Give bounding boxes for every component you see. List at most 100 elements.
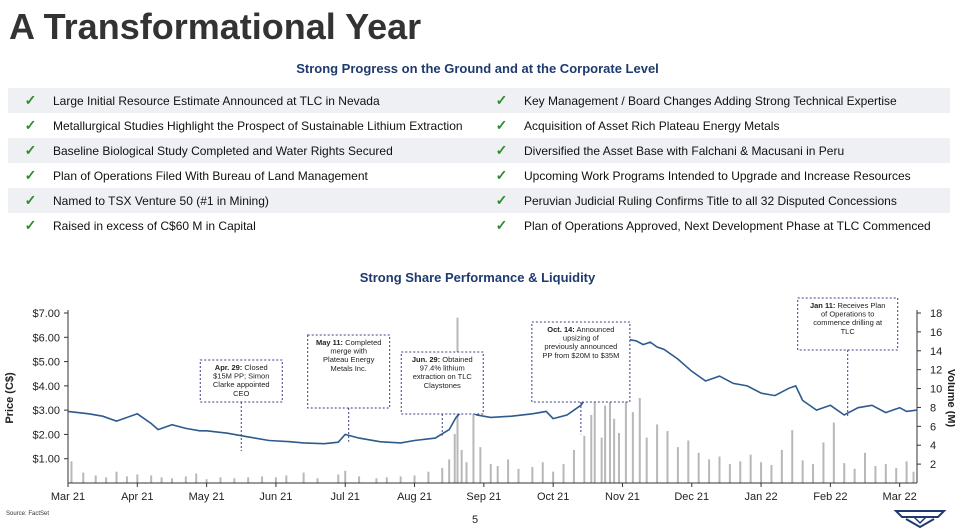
- annotation-line: merge with: [330, 347, 367, 356]
- y-right-axis-title: Volume (M): [945, 369, 955, 428]
- y-tick-label: $2.00: [32, 429, 60, 441]
- x-tick-label: Aug 21: [397, 491, 432, 503]
- volume-bar: [843, 463, 846, 483]
- x-tick-label: Mar 21: [51, 491, 85, 503]
- volume-bar: [233, 478, 236, 483]
- checkmark-icon: ✓: [495, 142, 508, 158]
- annotation-line: 97.4% lithium: [420, 364, 465, 373]
- volume-bar: [624, 384, 627, 483]
- volume-bar: [895, 467, 898, 483]
- volume-bar: [749, 454, 752, 483]
- volume-bar: [105, 477, 108, 483]
- annotation-text: Apr. 29: Closed $15M PP; Simon Clarke appo…: [213, 363, 270, 398]
- progress-row: ✓ Named to TSX Venture 50 (#1 in Mining) …: [8, 188, 950, 213]
- page-title: A Transformational Year: [9, 6, 422, 47]
- volume-bar: [613, 418, 616, 483]
- volume-bar: [905, 461, 908, 483]
- volume-bar: [125, 476, 128, 483]
- volume-bar: [247, 477, 250, 483]
- progress-item: Acquisition of Asset Rich Plateau Energy…: [524, 118, 780, 133]
- y-axis-title: Price (C$): [4, 372, 16, 424]
- volume-bar: [115, 471, 118, 483]
- volume-bar: [337, 474, 340, 483]
- volume-bar: [600, 437, 603, 483]
- y-right-tick-label: 12: [930, 365, 942, 377]
- y-right-tick-label: 4: [930, 440, 936, 452]
- annotation-date: May 11:: [316, 338, 343, 347]
- x-tick-label: Nov 21: [605, 491, 640, 503]
- volume-bar: [517, 468, 520, 483]
- x-tick-label: Jan 22: [745, 491, 778, 503]
- volume-bar: [496, 466, 499, 483]
- volume-bar: [593, 374, 596, 483]
- volume-bar: [70, 461, 73, 483]
- progress-item: Plan of Operations Approved, Next Develo…: [524, 218, 931, 233]
- price-line: [67, 338, 918, 445]
- annotation-text: Oct. 14: Announced upsizing of previously …: [542, 325, 619, 360]
- volume-bar: [399, 476, 402, 483]
- y-tick-label: $5.00: [32, 357, 60, 369]
- annotation-line: Plateau Energy: [323, 355, 375, 364]
- progress-row: ✓ Plan of Operations Filed With Bureau of…: [8, 163, 950, 188]
- annotation-box: [797, 297, 899, 351]
- volume-bar: [617, 432, 620, 483]
- volume-bar: [638, 398, 641, 483]
- annotation-text: Jan 11: Receives Plan of Operations to com…: [810, 301, 885, 336]
- page-number: 5: [472, 514, 479, 526]
- progress-row: ✓ Baseline Biological Study Completed and…: [8, 138, 950, 163]
- annotation-line: Oct. 14: Announced: [547, 325, 614, 334]
- volume-bar: [884, 464, 887, 483]
- annotation-line: previously announced: [544, 342, 617, 351]
- volume-bar: [507, 459, 510, 483]
- checkmark-icon: ✓: [495, 167, 508, 183]
- volume-bar: [718, 456, 721, 483]
- progress-subtitle: Strong Progress on the Ground and at the…: [296, 61, 659, 76]
- x-tick-label: Feb 22: [813, 491, 847, 503]
- annotation-line: TLC: [841, 327, 856, 336]
- annotation-date: Jun. 29:: [412, 355, 440, 364]
- volume-bar: [864, 452, 867, 483]
- volume-bar: [385, 477, 388, 483]
- volume-bar: [562, 464, 565, 483]
- volume-bar: [666, 431, 669, 483]
- annotation-line: Clarke appointed: [213, 380, 270, 389]
- volume-bar: [453, 433, 456, 483]
- volume-bar: [219, 477, 222, 483]
- annotation-line: May 11: Completed: [316, 338, 381, 347]
- volume-bar: [708, 459, 711, 483]
- volume-bar: [465, 462, 468, 483]
- x-tick-label: Apr 21: [121, 491, 153, 503]
- progress-item: Peruvian Judicial Ruling Confirms Title …: [524, 193, 897, 208]
- volume-bar: [656, 424, 659, 483]
- volume-bar: [770, 465, 773, 483]
- progress-item: Key Management / Board Changes Adding St…: [524, 93, 897, 108]
- y-tick-label: $3.00: [32, 405, 60, 417]
- volume-bar: [822, 442, 825, 483]
- annotation-line: Jan 11: Receives Plan: [810, 301, 885, 310]
- volume-bar: [150, 475, 153, 483]
- volume-bar: [195, 473, 198, 483]
- x-tick-label: Dec 21: [674, 491, 709, 503]
- volume-bar: [344, 470, 347, 483]
- progress-item: Upcoming Work Programs Intended to Upgra…: [524, 168, 911, 183]
- progress-row: ✓ Metallurgical Studies Highlight the Pro…: [8, 113, 950, 138]
- checkmark-icon: ✓: [495, 192, 508, 208]
- x-tick-label: Sep 21: [466, 491, 501, 503]
- progress-item: Baseline Biological Study Completed and …: [53, 143, 393, 158]
- y-right-tick-label: 10: [930, 384, 942, 396]
- x-tick-label: Oct 21: [537, 491, 569, 503]
- volume-bar: [479, 447, 482, 483]
- source-note: Source: FactSet: [6, 511, 50, 517]
- progress-row: ✓ Large Initial Resource Estimate Announc…: [8, 88, 950, 113]
- y-tick-label: $4.00: [32, 381, 60, 393]
- progress-table: ✓ Large Initial Resource Estimate Announc…: [8, 88, 950, 238]
- volume-bar: [472, 388, 475, 483]
- volume-bar: [853, 468, 856, 483]
- volume-bar: [687, 440, 690, 483]
- volume-bar: [413, 475, 416, 483]
- volume-bar: [728, 464, 731, 483]
- volume-bar: [697, 452, 700, 483]
- progress-item: Diversified the Asset Base with Falchani…: [524, 143, 845, 158]
- checkmark-icon: ✓: [24, 217, 37, 233]
- annotation-line: of Operations to: [821, 310, 874, 319]
